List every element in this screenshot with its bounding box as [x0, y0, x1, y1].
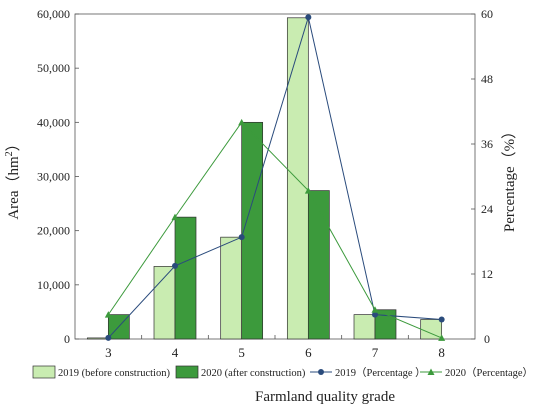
left-y-axis-title-close: ）: [5, 136, 22, 151]
point-2019-percentage: [372, 311, 378, 318]
right-y-axis: 0 12 24 36 48 60: [471, 7, 493, 346]
point-2020-percentage: [238, 118, 246, 126]
left-y-axis-title-main: Area（hm: [5, 156, 22, 220]
line-2020-percentage: [107, 121, 442, 339]
left-tick-label: 0: [64, 332, 70, 346]
point-2020-percentage: [371, 306, 379, 313]
legend-item-2019-percentage-marker: [318, 369, 324, 375]
point-2019-percentage: [305, 14, 312, 21]
legend-item-2019-bar-swatch: [32, 365, 56, 379]
right-tick-label: 24: [481, 202, 493, 216]
bar-2020: [374, 309, 397, 340]
legend-item-2020-bar-swatch: [175, 365, 199, 379]
bar-2019: [220, 236, 243, 340]
left-y-axis: 0 10,000 20,000 30,000 40,000 50,000 60,000: [37, 7, 79, 346]
left-y-axis-title-superscript: 2: [4, 151, 15, 156]
left-tick-label: 50,000: [37, 61, 70, 75]
x-tick-label: 7: [372, 345, 379, 360]
bar-2020: [174, 216, 197, 340]
legend: 2019 (before construction) 2020 (after co…: [32, 365, 533, 379]
point-2019-percentage: [105, 334, 112, 341]
legend-item-2019-percentage-label: 2019（Percentage ）: [335, 367, 426, 379]
left-tick-label: 10,000: [37, 278, 70, 292]
x-tick-label: 4: [172, 345, 179, 360]
x-tick-label: 8: [438, 345, 445, 360]
x-axis-title: Farmland quality grade: [255, 389, 395, 405]
point-2020-percentage: [104, 311, 112, 318]
right-tick-label: 0: [484, 332, 490, 346]
left-tick-label: 30,000: [37, 170, 70, 184]
left-tick-label: 20,000: [37, 224, 70, 238]
point-2020-percentage: [304, 187, 312, 194]
point-2020-percentage: [438, 334, 446, 341]
point-2019-percentage: [172, 262, 178, 269]
bar-2019: [353, 314, 376, 340]
left-tick-label: 40,000: [37, 115, 70, 129]
left-y-axis-title: Area（hm2）: [4, 136, 22, 219]
bar-2019: [86, 337, 109, 340]
right-tick-label: 36: [481, 137, 493, 151]
point-2019-percentage: [438, 316, 445, 323]
point-2020-percentage: [171, 213, 179, 221]
right-y-axis-title: Percentage（%）: [501, 124, 518, 232]
right-tick-label: 60: [481, 7, 493, 21]
plot-frame: [74, 13, 476, 340]
bar-2020: [241, 121, 264, 340]
plot-area: [74, 13, 476, 341]
x-tick-label: 5: [238, 345, 245, 360]
left-tick-label: 60,000: [37, 7, 70, 21]
point-2019-percentage: [238, 234, 245, 241]
legend-item-2019-bar-label: 2019 (before construction): [58, 368, 170, 379]
legend-item-2020-percentage-label: 2020（Percentage）: [445, 367, 533, 379]
right-tick-label: 12: [481, 267, 493, 281]
legend-item-2020-percentage-marker: [427, 368, 435, 375]
legend-item-2020-bar-label: 2020 (after construction): [201, 368, 306, 379]
x-tick-label: 6: [305, 345, 312, 360]
bar-2020: [307, 190, 330, 340]
right-tick-label: 48: [481, 72, 493, 86]
x-tick-label: 3: [105, 345, 112, 360]
bar-2019: [286, 17, 309, 340]
x-axis: 3 4 5 6 7 8: [105, 335, 445, 360]
line-2019-percentage: [107, 15, 442, 339]
